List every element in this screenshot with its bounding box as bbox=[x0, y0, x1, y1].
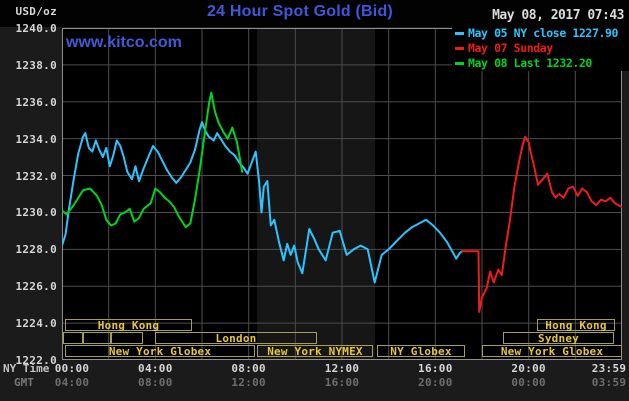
y-tick-label: 1230.0 bbox=[15, 206, 57, 220]
session-box-london: London bbox=[155, 332, 317, 345]
session-box-unlabeled bbox=[83, 332, 111, 344]
gmt-axis-label: GMT bbox=[14, 376, 34, 389]
chart-timestamp: May 08, 2017 07:43 bbox=[492, 8, 624, 23]
legend-dash-icon bbox=[455, 61, 464, 65]
y-tick-label: 1234.0 bbox=[15, 132, 57, 146]
page-title: 24 Hour Spot Gold (Bid) bbox=[207, 3, 393, 20]
session-box-sydney: Sydney bbox=[503, 332, 614, 345]
ny-time-tick-label: 04:00 bbox=[138, 362, 173, 375]
y-tick-label: 1240.0 bbox=[15, 22, 57, 35]
series-line-1 bbox=[461, 135, 622, 313]
session-box-hong-kong: Hong Kong bbox=[537, 319, 615, 332]
title-strip bbox=[0, 0, 629, 27]
ny-time-tick-label: 16:00 bbox=[418, 362, 453, 375]
session-box-unlabeled bbox=[63, 332, 83, 344]
y-tick-label: 1236.0 bbox=[15, 95, 57, 109]
y-tick-label: 1224.0 bbox=[15, 317, 57, 331]
legend-entry-2: May 08 Last 1232.20 bbox=[452, 56, 629, 70]
legend-entry-label: May 08 Last 1232.20 bbox=[468, 56, 592, 70]
ny-time-tick-label: 12:00 bbox=[324, 362, 360, 375]
legend-entry-0: May 05 NY close 1227.90 bbox=[452, 26, 629, 40]
gmt-tick-label: 08:00 bbox=[138, 376, 173, 389]
gmt-tick-label: 16:00 bbox=[324, 376, 360, 389]
ny-time-axis-label: NY Time bbox=[3, 362, 50, 375]
ny-time-tick-label: 20:00 bbox=[511, 362, 546, 375]
gmt-tick-label: 04:00 bbox=[54, 376, 90, 389]
series-line-0 bbox=[62, 121, 464, 284]
session-box-new-york-nymex: New York NYMEX bbox=[257, 345, 373, 358]
gmt-tick-label: 03:59 bbox=[591, 376, 627, 389]
session-box-new-york-globex: New York Globex bbox=[65, 345, 255, 358]
ny-time-tick-label: 23:59 bbox=[591, 362, 627, 375]
kitco-watermark-link[interactable]: www.kitco.com bbox=[66, 34, 182, 51]
session-box-unlabeled bbox=[111, 332, 143, 344]
ny-time-tick-label: 00:00 bbox=[54, 362, 90, 375]
ny-time-tick-label: 08:00 bbox=[231, 362, 266, 375]
y-tick-label: 1238.0 bbox=[15, 58, 57, 72]
gmt-tick-label: 00:00 bbox=[511, 376, 546, 389]
session-box-hong-kong: Hong Kong bbox=[65, 319, 192, 332]
legend-entry-1: May 07 Sunday bbox=[452, 41, 629, 55]
plot-border bbox=[62, 28, 622, 360]
chart-canvas bbox=[62, 28, 622, 360]
y-tick-label: 1228.0 bbox=[15, 243, 57, 257]
series-line-2 bbox=[62, 91, 244, 229]
session-box-ny-globex: NY Globex bbox=[377, 345, 465, 358]
plot-area: Hong Kong Hong Kong London Sydney New York G… bbox=[62, 28, 622, 360]
legend-dash-icon bbox=[455, 46, 464, 50]
gmt-tick-label: 12:00 bbox=[231, 376, 266, 389]
y-tick-label: 1232.0 bbox=[15, 169, 57, 183]
legend-dash-icon bbox=[455, 31, 464, 35]
y-axis-unit-label: USD/oz bbox=[15, 5, 57, 18]
y-tick-label: 1226.0 bbox=[15, 280, 57, 294]
gmt-tick-label: 20:00 bbox=[418, 376, 453, 389]
legend: May 05 NY close 1227.90 May 07 Sunday May … bbox=[452, 25, 629, 71]
legend-entry-label: May 05 NY close 1227.90 bbox=[468, 26, 619, 40]
y-tick-label: 1222.0 bbox=[15, 354, 57, 367]
nymex-session-shading bbox=[257, 28, 376, 360]
session-box-new-york-globex: New York Globex bbox=[482, 345, 622, 358]
legend-entry-label: May 07 Sunday bbox=[468, 41, 553, 55]
